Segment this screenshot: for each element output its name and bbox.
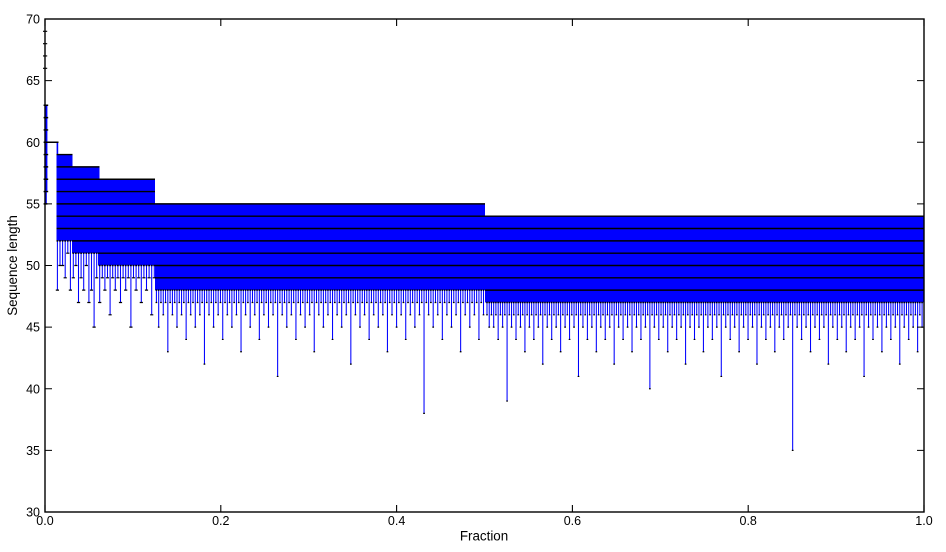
svg-text:45: 45 [26, 321, 40, 335]
svg-text:0.8: 0.8 [740, 514, 757, 528]
svg-text:55: 55 [26, 197, 40, 211]
svg-text:35: 35 [26, 444, 40, 458]
svg-text:0.2: 0.2 [212, 514, 229, 528]
svg-text:50: 50 [26, 259, 40, 273]
svg-text:30: 30 [26, 506, 40, 520]
svg-text:Sequence length: Sequence length [5, 215, 20, 316]
svg-text:65: 65 [26, 74, 40, 88]
svg-text:Fraction: Fraction [460, 528, 508, 543]
svg-text:60: 60 [26, 136, 40, 150]
svg-text:0.6: 0.6 [564, 514, 581, 528]
svg-text:1.0: 1.0 [915, 514, 932, 528]
svg-text:0.0: 0.0 [36, 514, 53, 528]
svg-text:40: 40 [26, 382, 40, 396]
svg-text:0.4: 0.4 [388, 514, 405, 528]
svg-text:70: 70 [26, 13, 40, 27]
